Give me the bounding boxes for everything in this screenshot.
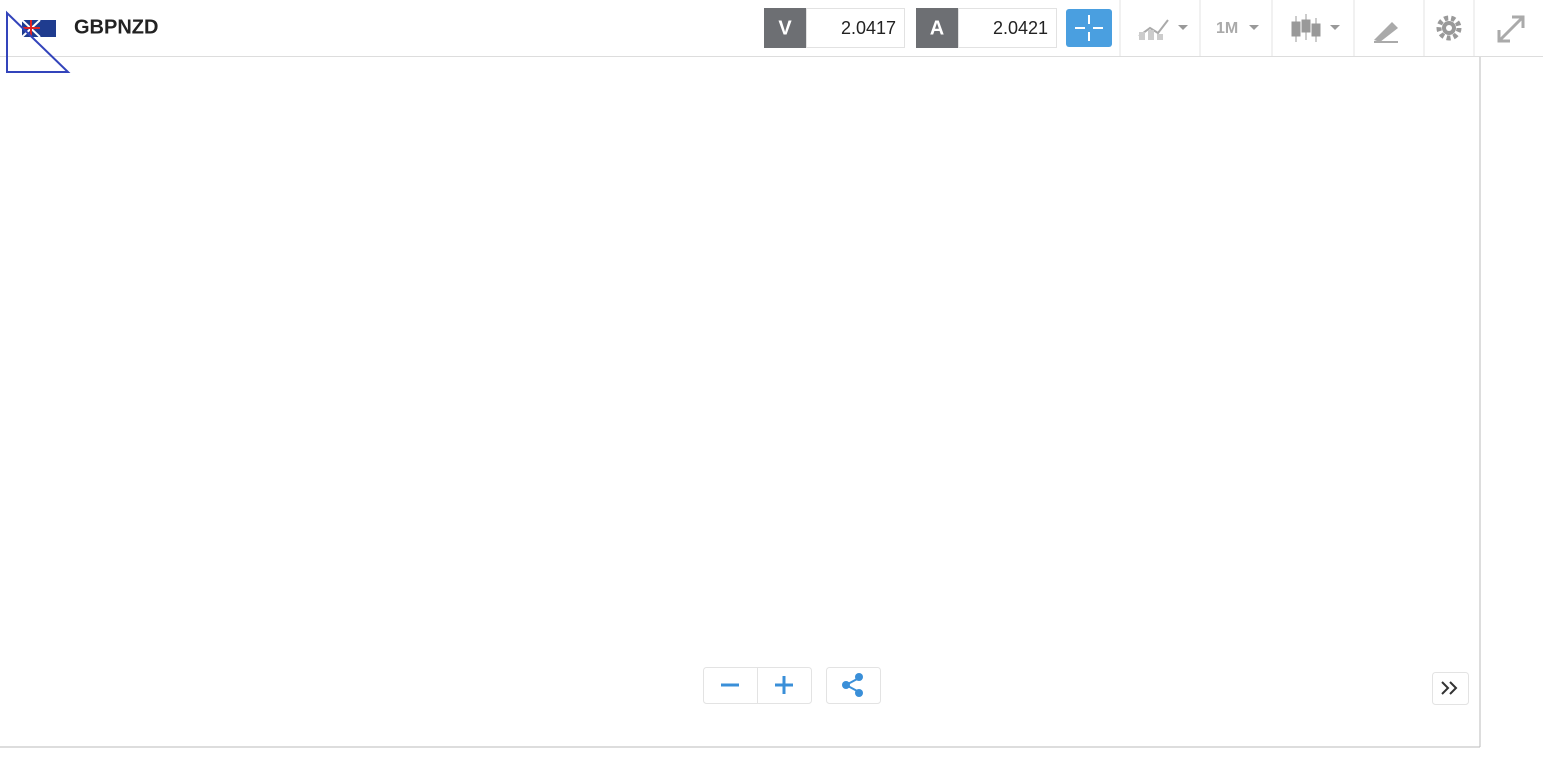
symbol: GBPNZD: [74, 16, 158, 38]
timeframe: 1M: [1216, 20, 1238, 37]
crosshair-button[interactable]: [1066, 9, 1112, 47]
drawing-triangle: [6, 10, 71, 73]
bid-price: 2.0417: [841, 18, 896, 38]
ask-price: 2.0421: [993, 18, 1048, 38]
draw-tool-button[interactable]: [1374, 22, 1398, 43]
toolbar-separators: [1119, 0, 1475, 56]
scroll-end-button[interactable]: [1432, 672, 1469, 705]
ask-box[interactable]: [958, 8, 1057, 48]
ask-label: A: [930, 17, 944, 39]
fullscreen-button[interactable]: [1497, 15, 1525, 43]
zoom-controls: [703, 667, 812, 704]
chart-type-button[interactable]: [1138, 19, 1188, 40]
ask-badge[interactable]: [916, 8, 958, 48]
bid-label: V: [778, 17, 792, 39]
share-button[interactable]: [826, 667, 881, 704]
zoom-in-button[interactable]: [775, 676, 793, 694]
bid-box[interactable]: [806, 8, 905, 48]
bid-badge[interactable]: [764, 8, 806, 48]
candle-style-button[interactable]: [1291, 14, 1340, 42]
flag-icon: [21, 19, 56, 38]
settings-button[interactable]: [1436, 15, 1462, 41]
timeframe-button[interactable]: 1M: [1216, 20, 1259, 37]
